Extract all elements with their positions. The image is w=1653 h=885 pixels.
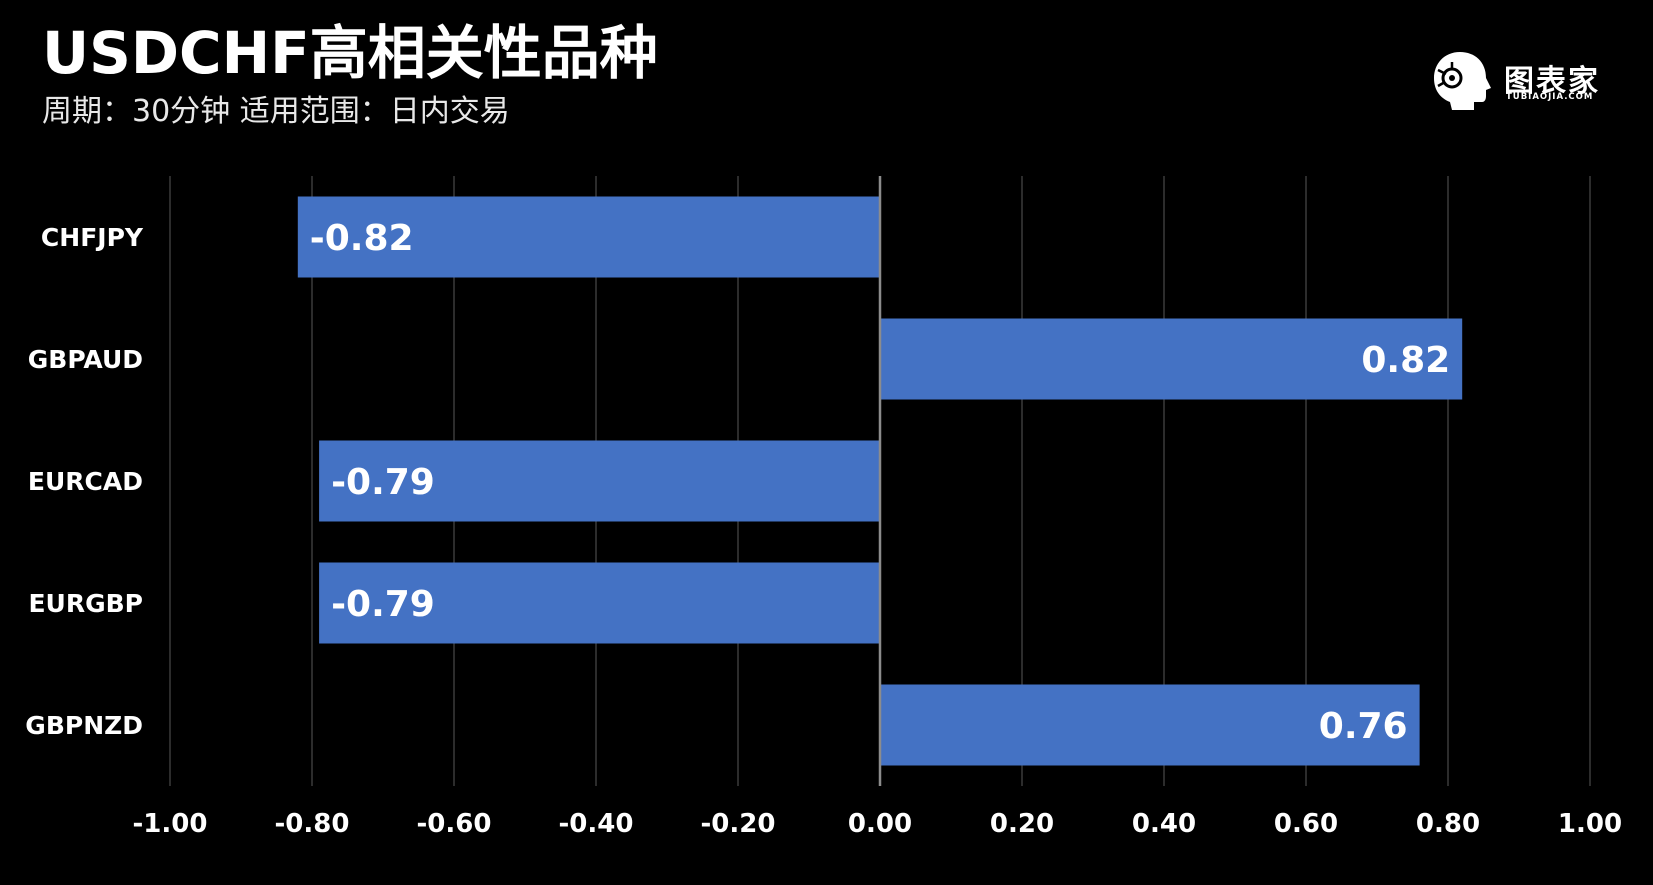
bars	[297, 196, 1463, 766]
logo-domain: TUBIAOJIA.COM	[1506, 92, 1594, 102]
chart-subtitle: 周期：30分钟 适用范围：日内交易	[42, 94, 510, 129]
x-tick-label: -0.80	[275, 809, 350, 839]
data-label: 0.82	[1361, 340, 1450, 381]
x-tick-labels: -1.00 -0.80 -0.60 -0.40 -0.20 0.00 0.20 0.40 0.6…	[133, 809, 1623, 839]
x-tick-label: 0.40	[1132, 809, 1196, 839]
category-label: EURGBP	[28, 589, 143, 618]
x-tick-label: -0.60	[417, 809, 492, 839]
bar	[880, 318, 1463, 400]
data-label: 0.76	[1319, 706, 1408, 747]
category-labels: CHFJPY GBPAUD EURCAD EURGBP GBPNZD	[25, 223, 144, 740]
data-labels: -0.82 0.82 -0.79 -0.79 0.76	[310, 218, 1450, 747]
category-label: GBPNZD	[25, 711, 143, 740]
head-profile-icon	[1434, 52, 1491, 110]
brand-logo: 图表家 TUBIAOJIA.COM	[1430, 48, 1605, 112]
x-tick-label: -0.20	[701, 809, 776, 839]
bar	[319, 562, 881, 644]
chart-title: USDCHF高相关性品种	[42, 19, 658, 87]
data-label: -0.79	[331, 584, 435, 625]
category-label: GBPAUD	[28, 345, 143, 374]
x-tick-label: 0.60	[1274, 809, 1338, 839]
logo-name: 图表家	[1504, 64, 1600, 99]
x-tick-label: 0.20	[990, 809, 1054, 839]
data-label: -0.82	[310, 218, 414, 259]
data-label: -0.79	[331, 462, 435, 503]
x-tick-label: 1.00	[1558, 809, 1622, 839]
x-tick-label: 0.00	[848, 809, 912, 839]
x-tick-label: -1.00	[133, 809, 208, 839]
category-label: CHFJPY	[41, 223, 144, 252]
bar	[319, 440, 881, 522]
bar	[880, 684, 1420, 766]
x-tick-label: 0.80	[1416, 809, 1480, 839]
bar	[297, 196, 880, 278]
category-label: EURCAD	[28, 467, 143, 496]
x-tick-label: -0.40	[559, 809, 634, 839]
